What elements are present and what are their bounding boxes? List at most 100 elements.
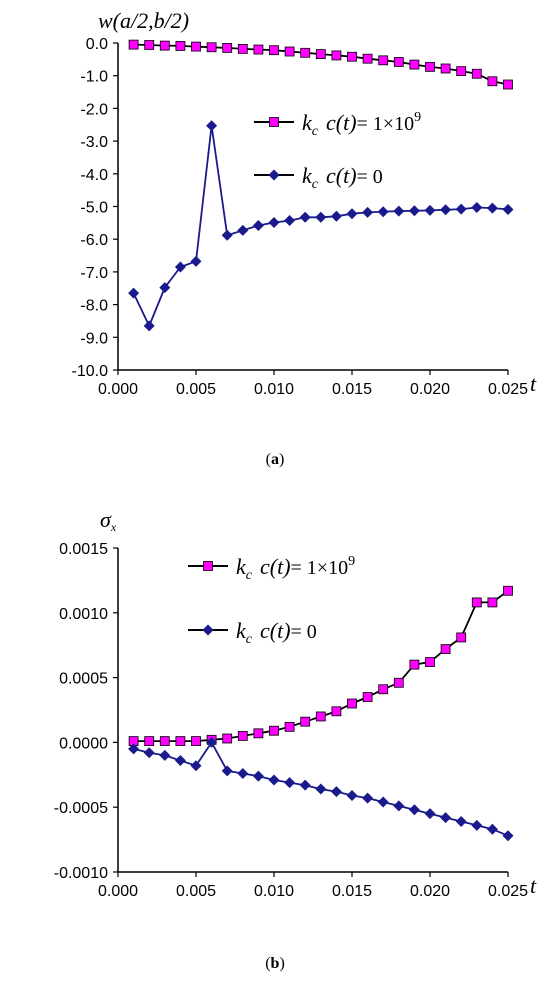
b-series-0-point-10 <box>284 721 295 732</box>
b-series-1-point-6 <box>221 765 233 777</box>
b-series-1-point-14 <box>346 790 358 802</box>
a-ytick-8: -8.0 <box>80 298 108 315</box>
a-series-0-point-18 <box>409 59 420 70</box>
b-series-0-point-8 <box>253 728 264 739</box>
b-series-0-point-1 <box>144 736 155 747</box>
b-series-0-point-19 <box>425 657 435 667</box>
b-series-1-point-8 <box>252 770 264 782</box>
b-series-1-point-22 <box>471 819 483 831</box>
a-series-0-point-15 <box>362 53 373 64</box>
b-series-1-point-4 <box>190 760 202 772</box>
b-series-0-point-11 <box>300 716 311 727</box>
a-series-0-point-3 <box>175 41 186 51</box>
b-series-1-point-2 <box>159 749 171 761</box>
b-series-1-point-1 <box>143 747 155 759</box>
b-series-0-point-2 <box>159 736 170 747</box>
a-xtick-0: 0.000 <box>98 381 138 398</box>
chart-b-caption: (b) <box>265 955 285 972</box>
a-series-1-point-11 <box>299 211 311 223</box>
a-ytick-3: -3.0 <box>80 134 108 151</box>
a-series-1 <box>128 120 514 332</box>
a-series-1-point-10 <box>284 215 296 227</box>
a-xtick-1: 0.005 <box>176 381 216 398</box>
b-series-0-point-16 <box>378 684 389 695</box>
a-series-1-point-22 <box>471 201 483 213</box>
b-series-1-point-10 <box>284 777 296 789</box>
a-ytick-4: -4.0 <box>80 167 108 184</box>
b-series-0-point-23 <box>487 597 498 608</box>
b-ytick-3: 0.0000 <box>59 735 108 752</box>
chart-b-xlabel: t <box>530 873 537 898</box>
a-series-0-point-4 <box>191 41 201 52</box>
a-series-0 <box>128 39 513 90</box>
chart-a-xlabel: t <box>530 371 537 396</box>
b-xtick-2: 0.010 <box>254 883 294 900</box>
b-series-0 <box>128 585 513 747</box>
b-series-1-point-11 <box>299 779 311 791</box>
a-series-0-point-17 <box>393 57 404 67</box>
legend-a-entry-0: kc c(t)= 1×109 <box>254 110 421 139</box>
a-series-1-point-14 <box>346 208 358 220</box>
a-series-0-point-22 <box>471 68 482 79</box>
a-series-1-point-13 <box>330 210 342 222</box>
a-series-1-point-24 <box>502 203 514 215</box>
chart-a: w(a/2,b/2) t 0.0 -1.0 -2.0 -3.0 -4.0 -5.0 -6.0… <box>72 8 537 468</box>
b-series-1-point-12 <box>315 783 327 795</box>
b-ytick-1: 0.0010 <box>59 606 108 623</box>
a-ytick-7: -7.0 <box>80 265 108 282</box>
a-series-1-point-20 <box>440 204 452 216</box>
a-series-1-point-2 <box>159 282 171 294</box>
a-ytick-9: -9.0 <box>80 330 108 347</box>
chart-b-ylabel: σx <box>100 507 117 534</box>
b-series-0-point-17 <box>393 677 404 688</box>
a-series-1-line <box>132 125 509 329</box>
b-xtick-5: 0.025 <box>488 883 528 900</box>
b-xtick-3: 0.015 <box>332 883 372 900</box>
a-xtick-4: 0.020 <box>410 381 450 398</box>
a-series-0-point-19 <box>425 61 435 72</box>
a-series-1-point-0 <box>128 287 140 299</box>
chart-b-ylabel-text: σx <box>100 507 117 534</box>
a-xtick-5: 0.025 <box>488 381 528 398</box>
a-series-1-point-17 <box>393 205 405 217</box>
a-ytick-2: -2.0 <box>80 101 108 118</box>
b-ytick-2: 0.0005 <box>59 671 108 688</box>
a-series-0-point-9 <box>269 45 279 56</box>
a-series-0-point-23 <box>487 76 498 87</box>
a-series-1-point-9 <box>268 217 280 229</box>
a-series-0-point-16 <box>378 55 389 66</box>
a-series-1-point-7 <box>237 224 249 236</box>
a-ytick-6: -6.0 <box>80 232 108 249</box>
legend-b-label-0: kc c(t)= 1×109 <box>236 554 355 583</box>
a-series-1-point-12 <box>315 211 327 223</box>
b-series-0-point-20 <box>440 644 451 654</box>
a-series-1-point-23 <box>486 202 498 214</box>
a-series-0-point-12 <box>315 49 326 60</box>
b-ytick-4: -0.0005 <box>54 800 108 817</box>
legend-a-marker-0 <box>269 117 279 127</box>
b-series-1-point-16 <box>377 796 389 808</box>
b-series-1-point-23 <box>486 823 498 835</box>
b-xtick-4: 0.020 <box>410 883 450 900</box>
b-series-0-point-7 <box>237 731 248 741</box>
legend-b-label-1: kc c(t)= 0 <box>236 618 317 647</box>
a-series-1-point-19 <box>424 204 436 216</box>
a-series-1-point-21 <box>455 203 467 215</box>
legend-b-marker-0 <box>203 561 213 571</box>
a-series-1-point-5 <box>206 120 218 132</box>
a-series-1-point-15 <box>362 206 374 218</box>
a-series-0-point-14 <box>347 51 357 62</box>
b-series-0-point-24 <box>503 585 513 596</box>
a-series-1-point-16 <box>377 206 389 218</box>
b-series-0-point-22 <box>471 597 482 608</box>
chart-b: σx t 0.0015 0.0010 0.0005 0.0000 -0.0005 -0.0… <box>54 507 537 972</box>
legend-a-entry-1: kc c(t)= 0 <box>254 163 383 192</box>
a-series-1-point-1 <box>143 320 155 332</box>
b-series-0-point-6 <box>222 733 233 744</box>
a-series-0-point-11 <box>300 47 311 58</box>
b-series-0-point-21 <box>456 632 467 643</box>
a-series-0-point-1 <box>144 40 155 50</box>
a-series-0-point-2 <box>159 40 170 51</box>
a-series-0-point-20 <box>440 63 451 74</box>
